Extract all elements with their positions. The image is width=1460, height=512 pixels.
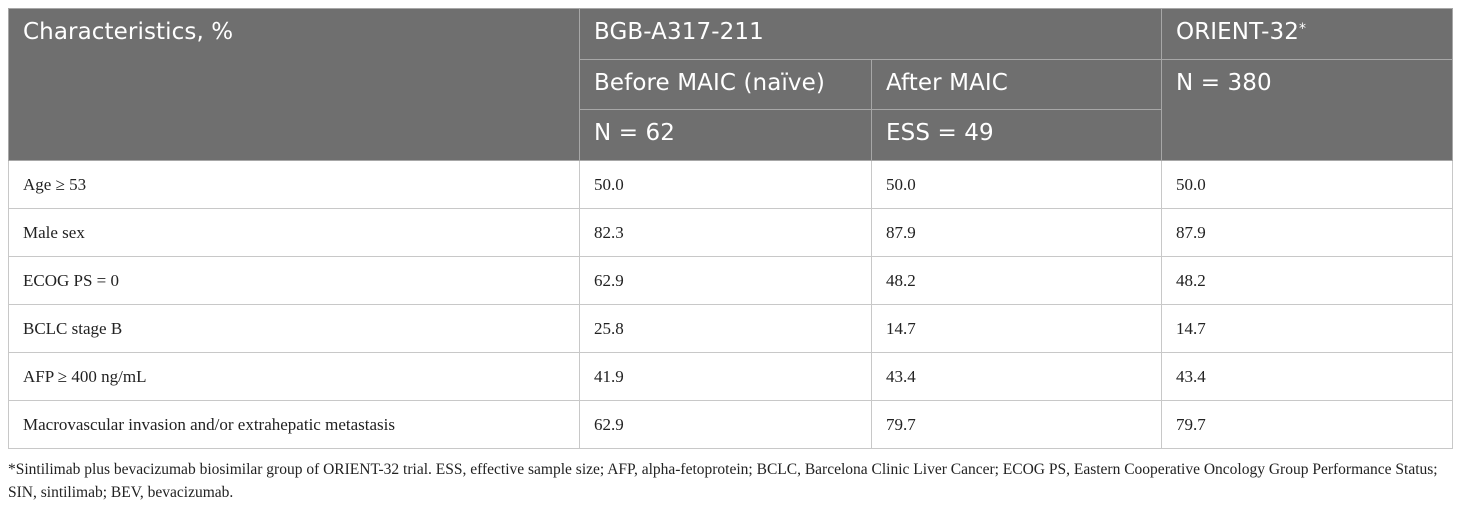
row-label: Macrovascular invasion and/or extrahepat… [8, 400, 580, 449]
table-row: AFP ≥ 400 ng/mL 41.9 43.4 43.4 [8, 352, 1453, 401]
row-label: BCLC stage B [8, 304, 580, 353]
table-row: Macrovascular invasion and/or extrahepat… [8, 400, 1453, 449]
header-characteristics: Characteristics, % [8, 8, 580, 161]
cell-after-maic: 87.9 [871, 208, 1162, 257]
cell-after-maic: 43.4 [871, 352, 1162, 401]
cell-before-maic: 50.0 [579, 160, 872, 209]
header-before-maic: Before MAIC (naïve) [579, 59, 872, 110]
header-after-ess: ESS = 49 [871, 109, 1162, 161]
cell-before-maic: 82.3 [579, 208, 872, 257]
cell-after-maic: 14.7 [871, 304, 1162, 353]
header-bgb-group: BGB-A317-211 [579, 8, 1162, 60]
cell-before-maic: 62.9 [579, 400, 872, 449]
header-orient: ORIENT-32* [1161, 8, 1453, 60]
cell-before-maic: 62.9 [579, 256, 872, 305]
header-after-maic: After MAIC [871, 59, 1162, 110]
row-label: ECOG PS = 0 [8, 256, 580, 305]
table-row: Age ≥ 53 50.0 50.0 50.0 [8, 160, 1453, 209]
table-footnote: *Sintilimab plus bevacizumab biosimilar … [8, 461, 1438, 501]
cell-orient: 87.9 [1161, 208, 1453, 257]
header-orient-name: ORIENT-32 [1176, 19, 1300, 45]
header-before-n: N = 62 [579, 109, 872, 161]
cell-before-maic: 25.8 [579, 304, 872, 353]
characteristics-table: Characteristics, % BGB-A317-211 ORIENT-3… [8, 8, 1453, 449]
table-body: Age ≥ 53 50.0 50.0 50.0 Male sex 82.3 87… [8, 160, 1453, 449]
header-orient-n: N = 380 [1161, 59, 1453, 161]
table-row: ECOG PS = 0 62.9 48.2 48.2 [8, 256, 1453, 305]
row-label: Male sex [8, 208, 580, 257]
cell-orient: 79.7 [1161, 400, 1453, 449]
row-label: AFP ≥ 400 ng/mL [8, 352, 580, 401]
row-label: Age ≥ 53 [8, 160, 580, 209]
cell-after-maic: 79.7 [871, 400, 1162, 449]
characteristics-table-container: Characteristics, % BGB-A317-211 ORIENT-3… [8, 8, 1453, 449]
header-orient-footnote-mark: * [1299, 21, 1307, 37]
table-row: Male sex 82.3 87.9 87.9 [8, 208, 1453, 257]
cell-before-maic: 41.9 [579, 352, 872, 401]
cell-after-maic: 50.0 [871, 160, 1162, 209]
table-row: BCLC stage B 25.8 14.7 14.7 [8, 304, 1453, 353]
cell-orient: 14.7 [1161, 304, 1453, 353]
cell-orient: 48.2 [1161, 256, 1453, 305]
table-header: Characteristics, % BGB-A317-211 ORIENT-3… [8, 8, 1453, 161]
cell-after-maic: 48.2 [871, 256, 1162, 305]
cell-orient: 43.4 [1161, 352, 1453, 401]
cell-orient: 50.0 [1161, 160, 1453, 209]
